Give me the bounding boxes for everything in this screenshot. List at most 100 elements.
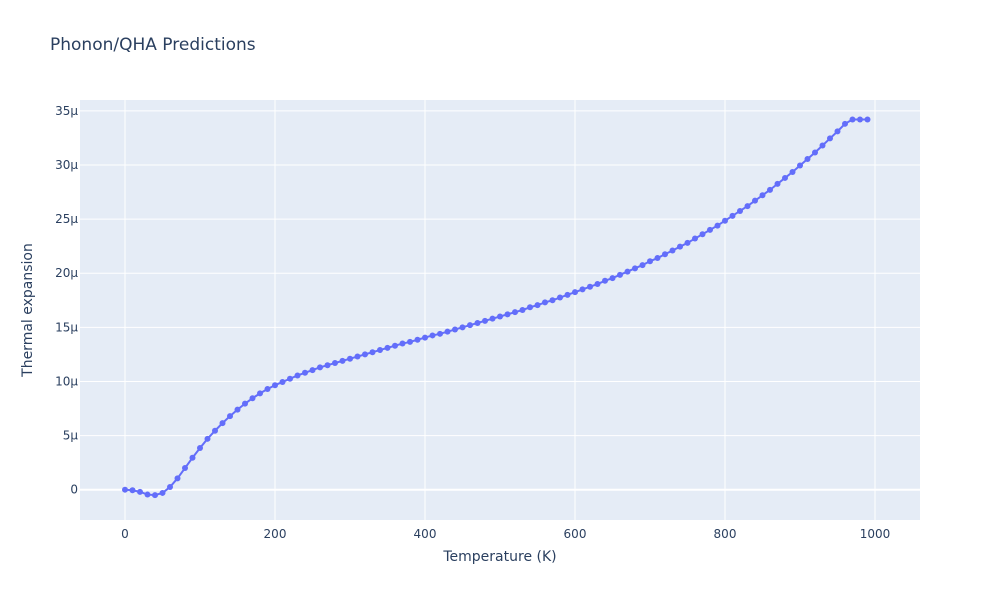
data-point	[122, 486, 128, 493]
y-tick-label: 25μ	[55, 212, 78, 226]
data-point	[474, 319, 481, 326]
data-point	[279, 378, 286, 385]
x-tick-label: 600	[564, 527, 587, 541]
data-point	[347, 355, 353, 362]
data-point	[467, 322, 473, 329]
data-point	[339, 357, 346, 364]
x-tick-label: 0	[121, 527, 129, 541]
data-point	[189, 454, 196, 461]
data-point	[369, 349, 376, 356]
data-point	[564, 291, 571, 298]
data-point	[437, 330, 443, 337]
data-point	[722, 217, 728, 224]
data-point	[362, 351, 368, 358]
data-point	[789, 168, 796, 175]
data-point	[197, 445, 203, 452]
data-point	[287, 375, 293, 382]
x-tick-label: 800	[714, 527, 737, 541]
data-point	[662, 251, 668, 258]
y-tick-label: 5μ	[63, 429, 79, 443]
data-point	[324, 362, 331, 369]
data-point	[542, 299, 548, 306]
data-point	[759, 192, 766, 199]
data-point	[812, 149, 818, 156]
data-point	[257, 390, 263, 397]
data-point	[144, 491, 151, 498]
data-point	[804, 155, 811, 162]
data-point	[137, 488, 143, 495]
data-point	[647, 258, 653, 265]
data-point	[422, 334, 428, 341]
data-point	[159, 489, 166, 496]
data-point	[167, 483, 173, 490]
data-point	[452, 326, 458, 333]
data-point	[294, 372, 301, 379]
data-point	[654, 255, 661, 262]
data-point	[639, 262, 646, 269]
data-point	[219, 420, 226, 427]
data-point	[212, 427, 218, 434]
y-tick-label: 15μ	[55, 320, 78, 334]
x-axis-ticks: 0 200 400 600 800 1000	[121, 527, 890, 541]
data-point	[684, 239, 691, 246]
data-point	[504, 311, 511, 318]
data-point	[272, 382, 278, 389]
data-point	[497, 313, 503, 320]
data-point	[782, 174, 788, 181]
data-point	[384, 344, 391, 351]
data-point	[864, 116, 871, 123]
series-line	[124, 118, 868, 497]
data-point	[399, 340, 406, 347]
data-point	[744, 203, 751, 210]
data-point	[707, 226, 713, 233]
data-point	[579, 286, 586, 293]
y-gridlines	[80, 110, 920, 491]
data-point	[519, 307, 526, 313]
data-point	[489, 315, 496, 322]
y-tick-label: 35μ	[55, 104, 78, 118]
y-axis-title: Thermal expansion	[20, 243, 36, 378]
data-point	[377, 347, 383, 354]
y-tick-label: 30μ	[55, 158, 78, 172]
data-point	[624, 268, 631, 275]
data-point	[234, 406, 241, 413]
data-point	[767, 186, 773, 193]
y-tick-label: 10μ	[55, 374, 78, 388]
data-point	[692, 235, 698, 242]
data-point	[459, 324, 466, 331]
data-point	[242, 400, 248, 407]
x-gridlines	[124, 100, 876, 520]
data-point	[302, 369, 308, 376]
y-tick-label: 0	[70, 483, 78, 497]
data-point	[249, 395, 256, 402]
data-point	[572, 289, 578, 296]
x-axis-title: Temperature (K)	[442, 549, 556, 565]
data-point	[444, 328, 451, 335]
data-point	[317, 364, 323, 371]
data-point	[407, 338, 413, 345]
data-point	[227, 413, 233, 420]
data-point	[527, 304, 533, 311]
data-point	[534, 302, 541, 309]
data-point	[819, 142, 826, 149]
y-tick-label: 20μ	[55, 266, 78, 280]
data-point	[857, 116, 863, 123]
data-point	[429, 332, 436, 339]
data-point	[129, 487, 136, 494]
data-point	[669, 247, 676, 254]
data-point	[204, 435, 211, 442]
data-point	[332, 360, 338, 367]
data-point	[182, 465, 188, 472]
data-point	[617, 271, 623, 278]
x-tick-label: 400	[414, 527, 437, 541]
data-point	[482, 317, 488, 324]
data-point	[699, 231, 706, 238]
data-point	[632, 265, 638, 272]
data-point	[414, 336, 421, 343]
plot-area	[80, 100, 920, 520]
data-point	[309, 367, 316, 374]
data-point	[714, 222, 721, 229]
data-point	[587, 283, 593, 290]
data-point	[602, 277, 608, 284]
